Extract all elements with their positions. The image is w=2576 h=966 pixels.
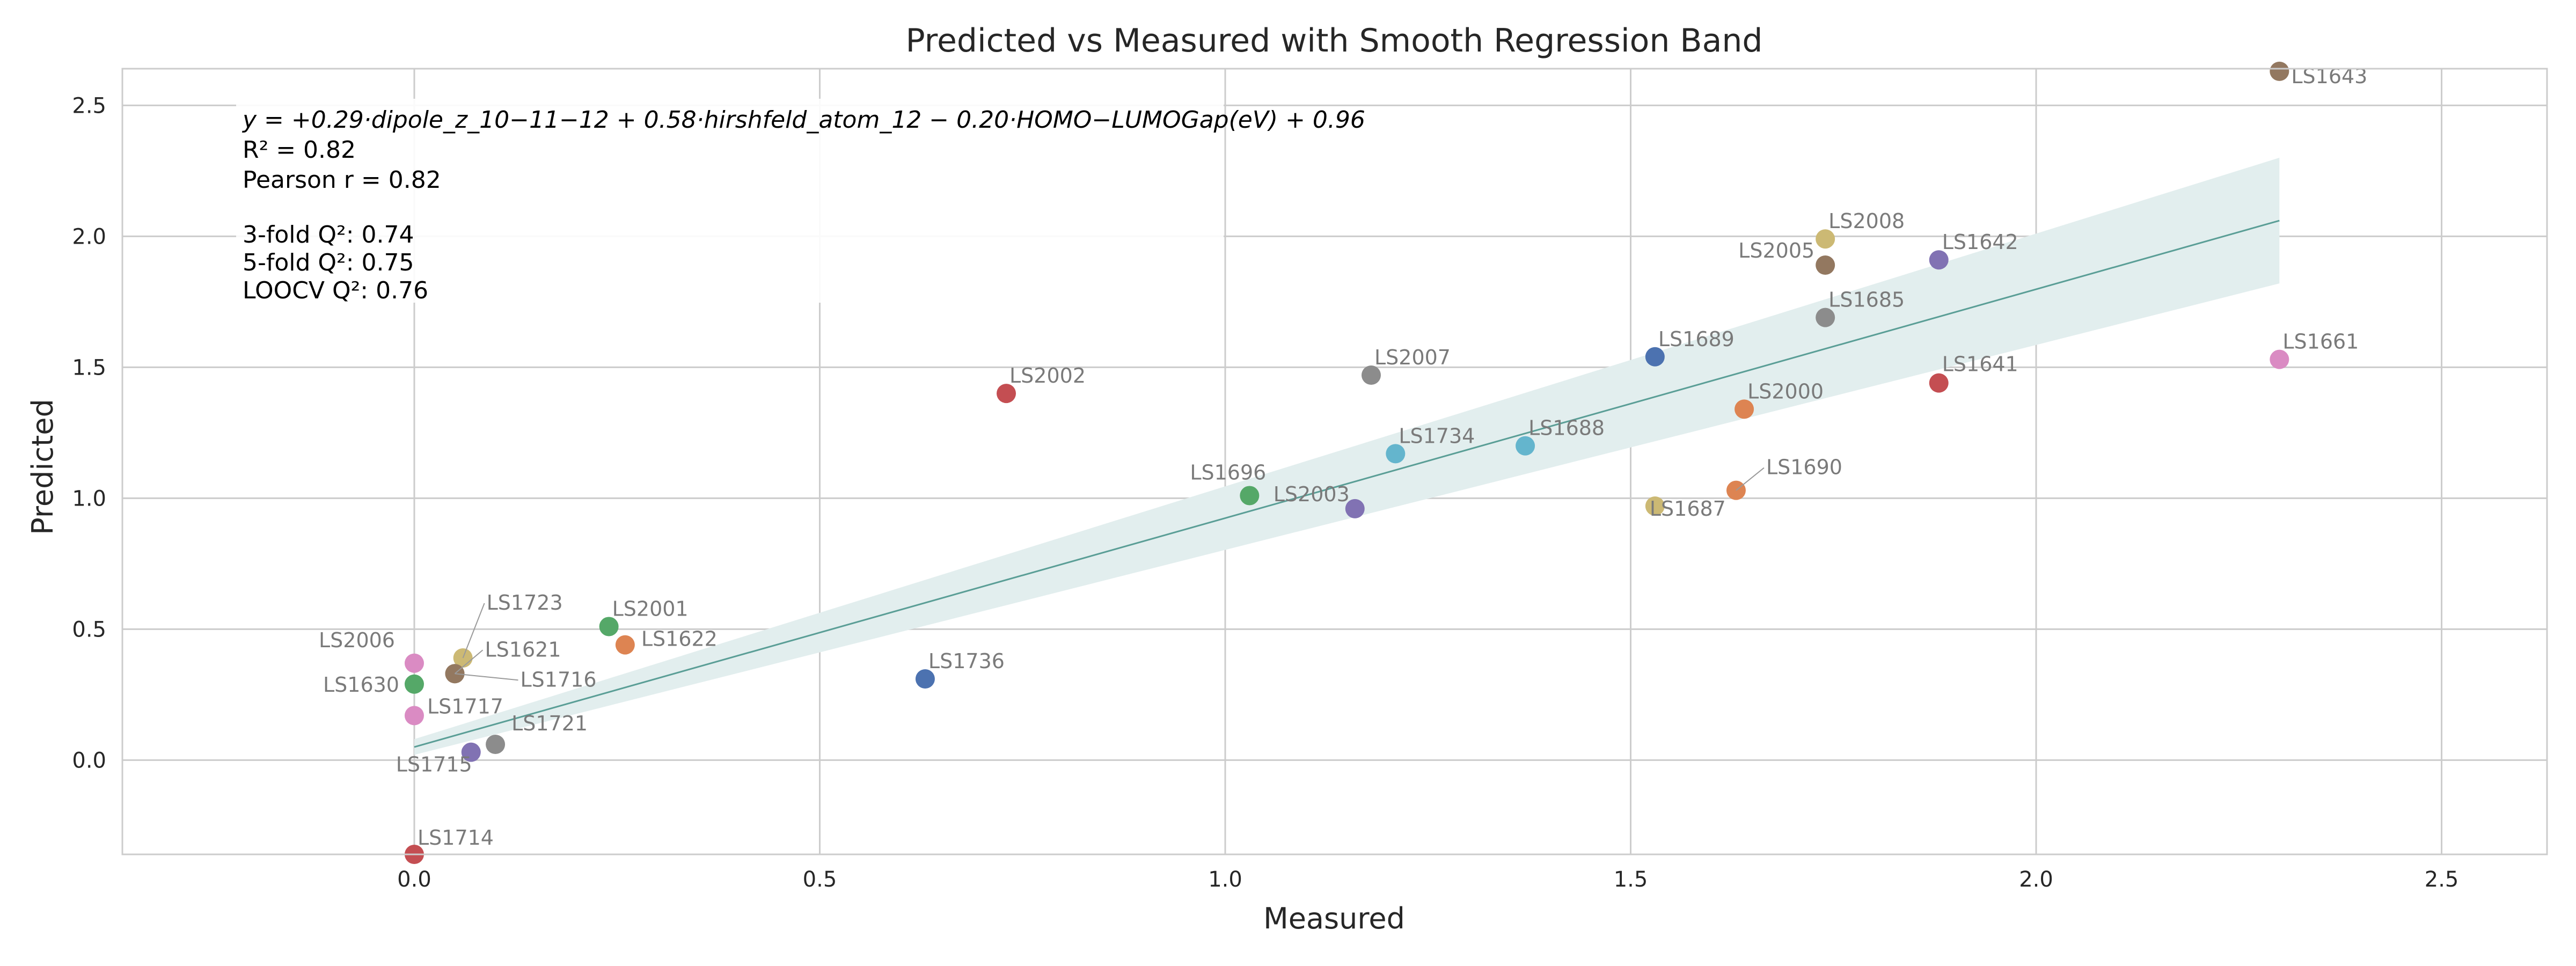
- x-tick-label: 1.5: [1614, 867, 1648, 892]
- point-label: LS2005: [1738, 239, 1814, 262]
- point-label: LS1622: [641, 627, 718, 651]
- point-label: LS2000: [1747, 379, 1824, 403]
- y-tick-label: 1.5: [72, 355, 106, 380]
- data-point: [1516, 436, 1535, 456]
- point-label: LS1685: [1828, 288, 1905, 312]
- chart-title: Predicted vs Measured with Smooth Regres…: [906, 22, 1763, 60]
- data-points: [404, 61, 2289, 864]
- data-point: [1240, 486, 1260, 506]
- y-tick-label: 2.5: [72, 93, 106, 118]
- data-point: [1645, 347, 1665, 367]
- q2-5fold-text: 5-fold Q²: 0.75: [243, 249, 414, 276]
- label-leader-line: [462, 603, 485, 658]
- point-label: LS1642: [1942, 230, 2018, 254]
- data-point: [1345, 499, 1365, 518]
- point-label: LS1630: [323, 673, 399, 697]
- data-point: [404, 653, 424, 673]
- point-label: LS1721: [511, 712, 588, 735]
- point-label: LS2001: [612, 597, 689, 620]
- x-tick-label: 1.0: [1208, 867, 1242, 892]
- regression-equation: y = +0.29·dipole_z_10−11−12 + 0.58·hirsh…: [241, 106, 1365, 134]
- point-label: LS1661: [2282, 330, 2359, 354]
- x-tick-labels: 0.0 0.5 1.0 1.5 2.0 2.5: [397, 867, 2458, 892]
- data-point: [1361, 365, 1381, 385]
- x-tick-label: 2.5: [2425, 867, 2459, 892]
- annotation-background: [236, 99, 1224, 303]
- data-point: [599, 617, 619, 636]
- point-label: LS1714: [418, 826, 494, 850]
- point-label: LS1688: [1528, 416, 1605, 440]
- point-label: LS2007: [1374, 346, 1451, 369]
- q2-loocv-text: LOOCV Q²: 0.76: [243, 277, 428, 304]
- point-label: LS1621: [485, 638, 561, 661]
- q2-3fold-text: 3-fold Q²: 0.74: [243, 221, 414, 248]
- data-point: [2270, 61, 2289, 81]
- data-point: [1929, 250, 1949, 270]
- confidence-band: [414, 157, 2280, 755]
- data-point: [1816, 229, 1835, 249]
- fit-line: [414, 219, 2280, 748]
- label-leader-line: [455, 673, 518, 681]
- data-point: [461, 742, 481, 762]
- point-label: LS2002: [1009, 364, 1086, 387]
- data-point: [1816, 255, 1835, 275]
- regression-band: [414, 157, 2280, 755]
- point-label: LS2003: [1274, 482, 1350, 506]
- label-leader-line: [1736, 467, 1765, 491]
- point-label: LS1734: [1399, 424, 1475, 448]
- data-point: [1645, 496, 1665, 516]
- point-label: LS1696: [1190, 460, 1266, 484]
- data-point: [404, 674, 424, 694]
- point-label: LS1641: [1942, 353, 2018, 376]
- point-label: LS1716: [521, 668, 597, 691]
- data-point: [1929, 373, 1949, 393]
- y-axis-label: Predicted: [26, 399, 60, 535]
- plot-frame: [121, 68, 2548, 855]
- r-squared-text: R² = 0.82: [243, 136, 356, 164]
- data-point: [1816, 308, 1835, 327]
- x-tick-label: 2.0: [2019, 867, 2053, 892]
- data-point: [404, 706, 424, 726]
- data-point: [486, 735, 506, 755]
- regression-annotation: y = +0.29·dipole_z_10−11−12 + 0.58·hirsh…: [236, 99, 1365, 304]
- regression-line: [414, 219, 2280, 748]
- point-label: LS1715: [396, 753, 472, 777]
- data-point: [1735, 399, 1754, 419]
- label-leader-line: [454, 649, 484, 675]
- point-label: LS1689: [1658, 327, 1735, 351]
- data-point: [615, 635, 635, 655]
- x-tick-label: 0.5: [803, 867, 837, 892]
- point-label: LS2008: [1828, 209, 1905, 233]
- point-label: LS1687: [1650, 497, 1726, 521]
- x-axis-label: Measured: [1263, 902, 1405, 935]
- point-labels: LS1643 LS2008 LS2005 LS1642 LS1685 LS1661 LS16…: [319, 64, 2367, 850]
- y-tick-label: 1.0: [72, 486, 106, 511]
- point-label: LS1717: [427, 694, 503, 718]
- x-tick-label: 0.0: [397, 867, 431, 892]
- y-tick-labels: 0.0 0.5 1.0 1.5 2.0 2.5: [72, 93, 106, 773]
- y-tick-label: 0.0: [72, 748, 106, 773]
- data-point: [1386, 444, 1406, 464]
- data-point: [915, 669, 935, 689]
- point-label: LS1643: [2291, 64, 2367, 88]
- point-label: LS2006: [319, 628, 395, 652]
- pearson-r-text: Pearson r = 0.82: [243, 166, 441, 194]
- point-label: LS1690: [1766, 456, 1842, 479]
- y-tick-label: 0.5: [72, 617, 106, 642]
- point-label: LS1723: [487, 591, 563, 614]
- point-label: LS1736: [928, 649, 1005, 673]
- data-point: [2270, 349, 2289, 369]
- data-point: [997, 384, 1016, 404]
- y-tick-label: 2.0: [72, 224, 106, 249]
